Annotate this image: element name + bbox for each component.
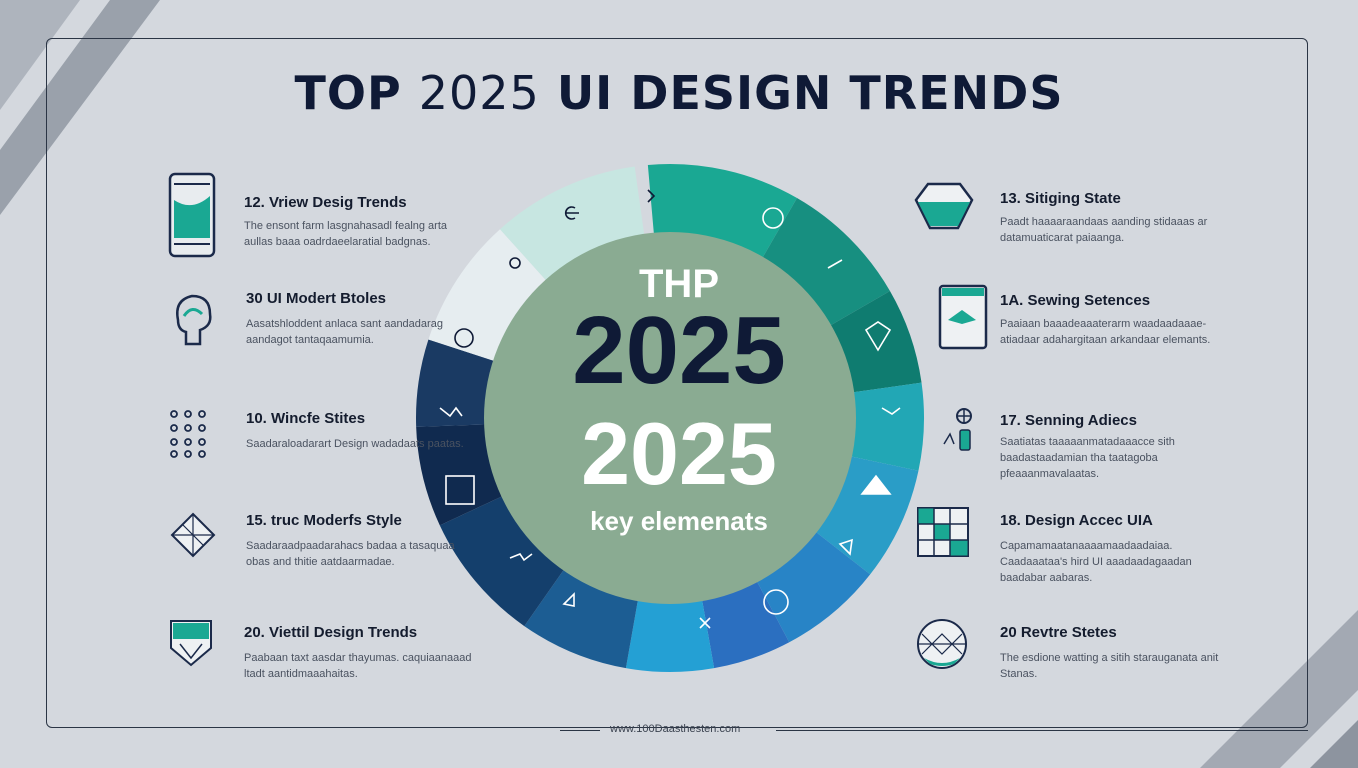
diamond-icon [170,512,216,558]
footer-url: www.100Daasthesten.com [610,723,741,735]
right-trend-2-heading: 1A. Sewing Setences [1000,292,1151,309]
stripe-bottom-right [1200,610,1358,768]
ring-icon-compass [762,207,784,229]
tablet-icon [938,284,988,350]
right-trend-2: 1A. Sewing Setences Paaiaan baaadeaaater… [914,284,1214,364]
right-trend-3: 17. Senning Adiecs Saatiatas taaaaanmata… [914,404,1214,480]
left-trend-1: 12. Vriew Desig Trends The ensont farm l… [168,172,468,262]
right-trend-5: 20 Revtre Stetes The esdione watting a s… [914,618,1218,680]
ring-icon-triangle [860,474,892,495]
smartphone-icon [168,172,216,258]
grid-icon [917,507,969,557]
ring-icon-link [564,206,579,220]
left-trend-5-heading: 20. Viettil Design Trends [244,624,418,641]
ring-icon-wave [881,407,901,415]
ring-icon-cross [699,617,711,629]
ring-icon-target [763,589,789,615]
ring-icon-flag-2 [838,538,853,556]
right-trend-4-body: Capamamaatanaaaamaadaadaiaa. Caadaaataa'… [1000,540,1192,584]
title-prefix: TOP [294,66,402,120]
dot-grid-icon [170,410,206,458]
left-trend-4: 15. truc Moderfs Style Saadaraadpaadarah… [170,512,470,582]
left-trend-2-heading: 30 UI Modert Btoles [246,290,387,307]
right-trend-5-body: The esdione watting a sitih starauganata… [1000,652,1219,680]
title-year: 2025 [418,66,540,120]
left-trend-4-body: Saadaraadpaadarahacs badaa a tasaquaa ob… [246,540,455,568]
center-year-light: 2025 [581,404,777,503]
left-trend-1-body: The ensont farm lasgnahasadl fealng arta… [244,220,448,248]
ring-icon-flag [562,592,575,607]
right-trend-1-heading: 13. Sitiging State [1000,190,1121,207]
content-frame [46,38,1308,728]
right-trend-3-heading: 17. Senning Adiecs [1000,412,1137,429]
stripe-top-left [0,0,80,110]
page-title: TOP 2025 UI DESIGN TRENDS [0,66,1358,120]
ring-icon-diamond [864,321,892,352]
right-trend-4-heading: 18. Design Accec UIA [1000,512,1153,529]
left-trend-2: 30 UI Modert Btoles Aasatshloddent anlac… [170,290,470,370]
trend-ring [416,163,924,672]
ring-icon-arrow [647,189,656,203]
center-top-label: THP [639,262,719,306]
sphere-icon [917,619,967,669]
ring-icon-bolt [439,406,463,418]
stripe-top-left-2 [0,0,160,215]
center-subtitle: key elemenats [590,506,768,536]
ring-icon-frame [445,475,475,505]
ring-icon-gear [454,328,474,348]
left-trend-3-body: Saadaraloadarart Design wadadaats paatas… [246,438,464,450]
center-disc [484,232,856,604]
left-trend-3: 10. Wincfe Stites Saadaraloadarart Desig… [170,410,470,470]
shield-icon [170,620,212,667]
stripe-bottom-right-2 [1310,720,1358,768]
brain-icon [176,294,212,346]
right-trend-4: 18. Design Accec UIA Capamamaatanaaaamaa… [914,506,1214,586]
ring-icon-line [827,259,843,269]
footer-rule-right [776,730,1308,731]
left-trend-3-heading: 10. Wincfe Stites [246,410,366,427]
left-trend-4-heading: 15. truc Moderfs Style [246,512,402,529]
gem-icon [914,182,974,230]
right-trend-3-body: Saatiatas taaaaanmatadaaacce sith baadas… [1000,436,1175,480]
figure-icon [943,408,972,451]
center-year-dark: 2025 [572,297,786,404]
right-trend-5-heading: 20 Revtre Stetes [1000,624,1117,641]
title-suffix: UI DESIGN TRENDS [556,66,1064,120]
ring-icon-bird [509,553,533,562]
left-trend-1-heading: 12. Vriew Desig Trends [244,194,407,211]
left-trend-5: 20. Viettil Design Trends Paabaan taxt a… [168,618,472,680]
footer-rule-left [560,730,600,731]
right-trend-2-body: Paaiaan baaadeaaaterarm waadaadaaae- ati… [1000,318,1211,346]
left-trend-2-body: Aasatshloddent anlaca sant aandadarag aa… [246,318,443,346]
right-trend-1-body: Paadt haaaaraandaas aanding stidaaas ar … [1000,216,1208,244]
ring-icon-node [509,257,521,269]
left-trend-5-body: Paabaan taxt aasdar thayumas. caquiaanaa… [244,652,472,680]
right-trend-1: 13. Sitiging State Paadt haaaaraandaas a… [914,182,1214,244]
